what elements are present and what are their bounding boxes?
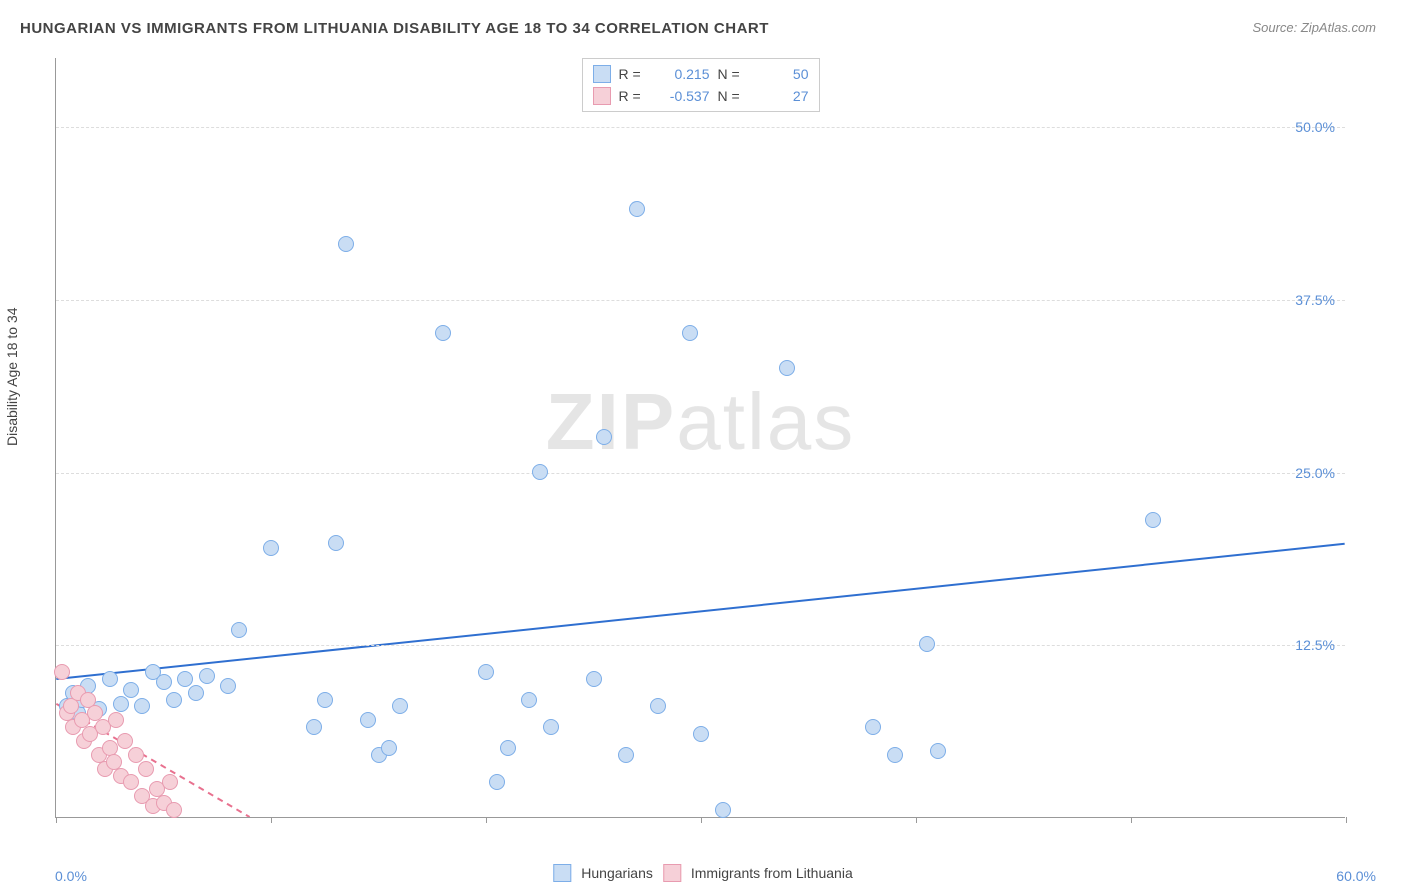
trendline (56, 544, 1344, 679)
legend-bottom-swatch-1 (663, 864, 681, 882)
scatter-point (586, 671, 602, 687)
scatter-point (117, 733, 133, 749)
legend-r-label-0: R = (619, 66, 647, 82)
scatter-point (650, 698, 666, 714)
gridline (56, 300, 1345, 301)
chart-title: HUNGARIAN VS IMMIGRANTS FROM LITHUANIA D… (20, 20, 769, 37)
legend-n-value-0: 50 (754, 66, 809, 82)
x-tick (701, 817, 702, 823)
y-tick-label: 25.0% (1295, 465, 1335, 481)
scatter-point (693, 726, 709, 742)
y-tick-label: 12.5% (1295, 637, 1335, 653)
scatter-point (532, 464, 548, 480)
scatter-point (162, 774, 178, 790)
scatter-point (682, 325, 698, 341)
x-tick (486, 817, 487, 823)
scatter-point (1145, 512, 1161, 528)
x-axis-min-label: 0.0% (55, 868, 87, 884)
gridline (56, 645, 1345, 646)
legend-swatch-0 (593, 65, 611, 83)
scatter-point (156, 674, 172, 690)
scatter-point (231, 622, 247, 638)
scatter-point (263, 540, 279, 556)
scatter-point (220, 678, 236, 694)
scatter-point (919, 636, 935, 652)
scatter-point (138, 761, 154, 777)
x-tick (56, 817, 57, 823)
scatter-point (134, 698, 150, 714)
x-tick (1131, 817, 1132, 823)
scatter-point (500, 740, 516, 756)
legend-bottom-label-1: Immigrants from Lithuania (691, 865, 853, 881)
scatter-point (543, 719, 559, 735)
watermark-bold: ZIP (546, 377, 676, 466)
scatter-point (596, 429, 612, 445)
scatter-point (618, 747, 634, 763)
watermark-light: atlas (676, 377, 855, 466)
legend-bottom-swatch-0 (553, 864, 571, 882)
source-label: Source: ZipAtlas.com (1252, 20, 1376, 35)
scatter-point (317, 692, 333, 708)
x-tick (271, 817, 272, 823)
scatter-point (166, 692, 182, 708)
legend-r-value-1: -0.537 (655, 88, 710, 104)
scatter-point (629, 201, 645, 217)
scatter-point (63, 698, 79, 714)
scatter-point (381, 740, 397, 756)
y-axis-title: Disability Age 18 to 34 (4, 307, 20, 446)
scatter-point (54, 664, 70, 680)
scatter-point (435, 325, 451, 341)
trendlines-layer (56, 58, 1345, 817)
gridline (56, 473, 1345, 474)
scatter-point (123, 774, 139, 790)
scatter-point (478, 664, 494, 680)
scatter-point (113, 696, 129, 712)
legend-bottom-label-0: Hungarians (581, 865, 653, 881)
scatter-point (108, 712, 124, 728)
legend-r-label-1: R = (619, 88, 647, 104)
scatter-point (360, 712, 376, 728)
legend-n-label-1: N = (718, 88, 746, 104)
gridline (56, 127, 1345, 128)
legend-series: Hungarians Immigrants from Lithuania (553, 864, 852, 882)
scatter-point (102, 671, 118, 687)
scatter-point (306, 719, 322, 735)
x-tick (1346, 817, 1347, 823)
legend-stats-row-0: R = 0.215 N = 50 (593, 63, 809, 85)
y-tick-label: 37.5% (1295, 292, 1335, 308)
scatter-point (715, 802, 731, 818)
watermark: ZIPatlas (546, 376, 855, 468)
scatter-point (489, 774, 505, 790)
scatter-point (177, 671, 193, 687)
scatter-point (338, 236, 354, 252)
plot-area: ZIPatlas R = 0.215 N = 50 R = -0.537 N =… (55, 58, 1345, 818)
scatter-point (887, 747, 903, 763)
legend-n-label-0: N = (718, 66, 746, 82)
legend-stats: R = 0.215 N = 50 R = -0.537 N = 27 (582, 58, 820, 112)
scatter-point (328, 535, 344, 551)
x-tick (916, 817, 917, 823)
legend-n-value-1: 27 (754, 88, 809, 104)
scatter-point (392, 698, 408, 714)
legend-r-value-0: 0.215 (655, 66, 710, 82)
legend-swatch-1 (593, 87, 611, 105)
scatter-point (199, 668, 215, 684)
scatter-point (166, 802, 182, 818)
scatter-point (521, 692, 537, 708)
scatter-point (930, 743, 946, 759)
x-axis-max-label: 60.0% (1336, 868, 1376, 884)
y-tick-label: 50.0% (1295, 119, 1335, 135)
scatter-point (779, 360, 795, 376)
scatter-point (188, 685, 204, 701)
scatter-point (865, 719, 881, 735)
scatter-point (123, 682, 139, 698)
legend-stats-row-1: R = -0.537 N = 27 (593, 85, 809, 107)
scatter-point (128, 747, 144, 763)
